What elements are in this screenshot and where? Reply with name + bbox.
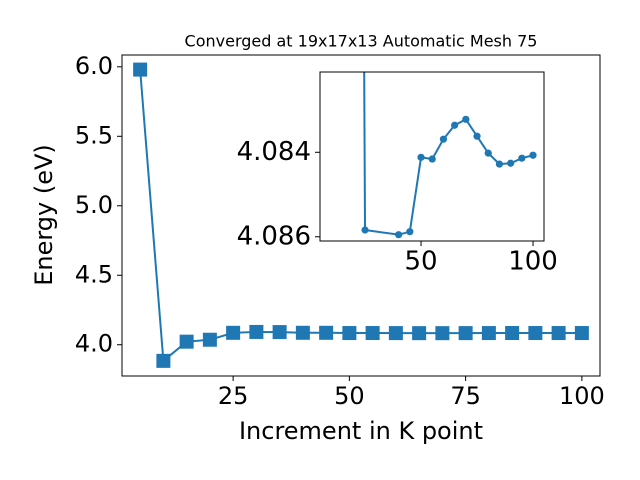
marker: [226, 325, 241, 340]
y-axis-label: Energy (eV): [30, 144, 58, 286]
marker: [495, 160, 504, 168]
marker: [458, 326, 473, 341]
y-tick-label: 4.0: [75, 330, 113, 358]
y-tick-label: 5.5: [75, 121, 113, 149]
x-tick-label: 100: [508, 247, 558, 277]
marker: [518, 154, 526, 162]
marker: [412, 326, 427, 341]
y-tick-label: 4.086: [237, 221, 311, 251]
marker: [249, 324, 264, 339]
marker: [319, 325, 334, 340]
x-tick-label: 25: [218, 382, 249, 410]
y-tick-label: 5.0: [75, 191, 113, 219]
plot-content: [133, 62, 589, 368]
marker: [528, 326, 543, 341]
marker: [202, 332, 217, 347]
x-tick-label: 50: [404, 247, 437, 277]
axes-frame: [319, 71, 545, 242]
marker: [417, 153, 425, 161]
marker: [481, 326, 496, 341]
marker: [439, 135, 448, 143]
marker: [473, 132, 481, 140]
marker: [451, 121, 459, 129]
y-tick-label: 6.0: [75, 52, 113, 80]
y-tick-label: 4.084: [237, 137, 311, 167]
y-tick-label: 4.5: [75, 260, 113, 288]
marker: [551, 326, 566, 341]
marker: [395, 231, 403, 239]
x-tick-label: 100: [559, 382, 605, 410]
x-tick-label: 75: [450, 382, 481, 410]
marker: [365, 326, 380, 341]
marker: [406, 228, 414, 236]
x-axis-label: Increment in K point: [239, 417, 483, 445]
marker: [484, 149, 492, 157]
chart-title: Converged at 19x17x13 Automatic Mesh 75: [185, 32, 538, 51]
marker: [428, 155, 436, 163]
marker: [179, 334, 194, 349]
axes-frame: [121, 54, 601, 377]
marker: [507, 159, 515, 167]
marker: [529, 151, 537, 159]
marker: [574, 326, 589, 341]
marker: [388, 326, 403, 341]
marker: [295, 325, 310, 340]
marker: [361, 226, 369, 234]
marker: [133, 62, 148, 77]
marker: [462, 115, 470, 123]
marker: [272, 325, 287, 340]
plot-content: [361, 72, 537, 239]
x-tick-label: 50: [334, 382, 365, 410]
marker: [505, 326, 520, 341]
marker: [342, 326, 357, 341]
marker: [156, 353, 171, 368]
marker: [435, 326, 450, 341]
